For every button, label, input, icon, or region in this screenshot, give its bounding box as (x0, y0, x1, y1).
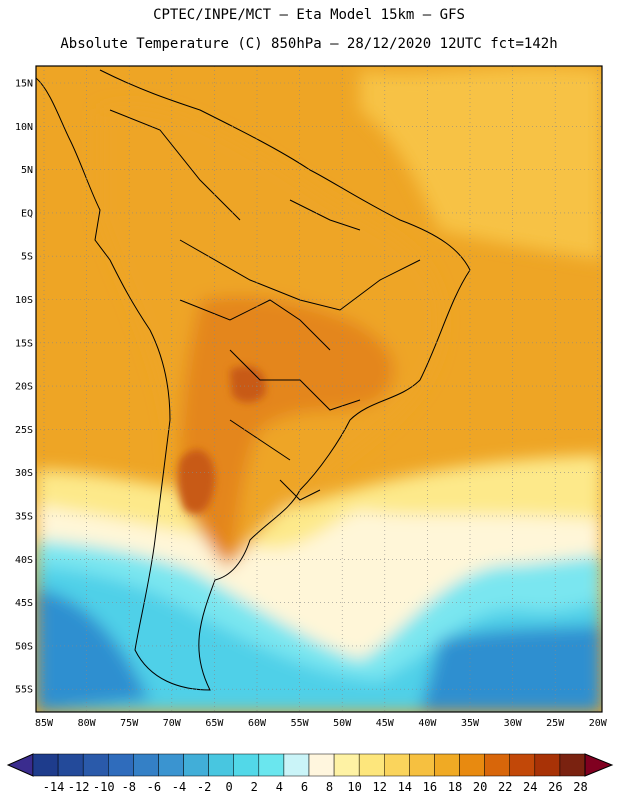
colorbar-label: 8 (325, 780, 334, 794)
lat-label: 50S (15, 641, 33, 652)
lon-label: 55W (291, 718, 310, 729)
lon-label: 25W (546, 718, 565, 729)
colorbar-swatch (183, 753, 209, 777)
lon-label: 65W (205, 718, 224, 729)
colorbar-label: -14 (42, 780, 65, 794)
lat-label: 55S (15, 685, 33, 696)
colorbar-label: 0 (225, 780, 233, 794)
colorbar-label: 26 (548, 780, 563, 794)
colorbar-label: 18 (447, 780, 463, 794)
lat-label: 35S (15, 512, 33, 523)
colorbar-label: -12 (67, 780, 90, 794)
colorbar-swatch (358, 753, 385, 777)
map-frame (35, 65, 603, 713)
colorbar-label: 22 (497, 780, 513, 794)
colorbar-swatch (208, 753, 234, 777)
colorbar-right-arrow (584, 753, 614, 777)
title-line-2: Absolute Temperature (C) 850hPa – 28/12/… (60, 36, 558, 52)
colorbar-label: 10 (347, 780, 362, 794)
colorbar-swatch (459, 753, 485, 777)
color-scale-bar (6, 753, 614, 777)
lon-label: 75W (120, 718, 139, 729)
lon-label: 70W (163, 718, 182, 729)
colorbar-swatch (108, 753, 134, 777)
colorbar-swatch (333, 753, 360, 777)
lat-label: 30S (15, 468, 33, 479)
lon-label: 85W (35, 718, 54, 729)
colorbar-label: 2 (250, 780, 258, 794)
colorbar-label: 14 (397, 780, 413, 794)
colorbar-left-arrow (6, 753, 34, 777)
lon-label: 30W (504, 718, 523, 729)
lon-label: 60W (248, 718, 267, 729)
lat-label: EQ (21, 208, 33, 219)
colorbar-label: 4 (275, 780, 283, 794)
colorbar-swatch (308, 753, 335, 777)
colorbar-swatch (32, 753, 59, 777)
colorbar-swatch (283, 753, 310, 777)
lon-label: 20W (589, 718, 608, 729)
lat-label: 15S (15, 338, 33, 349)
lat-label: 15N (15, 79, 33, 90)
lat-label: 45S (15, 598, 33, 609)
colorbar-swatch (509, 753, 536, 777)
colorbar-label: -8 (121, 780, 137, 794)
temperature-field (36, 66, 602, 712)
colorbar-label: 20 (472, 780, 488, 794)
lat-label: 25S (15, 425, 33, 436)
lon-label: 40W (418, 718, 437, 729)
colorbar-swatch (434, 753, 460, 777)
colorbar-label: -10 (92, 780, 115, 794)
colorbar-label: 24 (523, 780, 538, 794)
colorbar-swatch (484, 753, 510, 777)
colorbar-swatch (158, 753, 184, 777)
lon-label: 45W (376, 718, 395, 729)
colorbar-label: 6 (300, 780, 309, 794)
colorbar-swatch (57, 753, 84, 777)
colorbar-swatch (133, 753, 159, 777)
colorbar-label: 28 (573, 780, 588, 794)
colorbar-swatch (258, 753, 285, 777)
colorbar-label: -2 (196, 780, 212, 794)
colorbar-swatch (559, 753, 586, 777)
colorbar-swatch (233, 753, 260, 777)
colorbar-label: 12 (372, 780, 387, 794)
colorbar-swatch (384, 753, 410, 777)
coastline (36, 69, 471, 691)
lon-label: 80W (78, 718, 97, 729)
lon-label: 35W (461, 718, 480, 729)
colorbar-swatch (82, 753, 109, 777)
colorbar-label: -4 (171, 780, 187, 794)
colorbar-swatch (409, 753, 435, 777)
colorbar-label: 16 (422, 780, 438, 794)
colorbar-label: -6 (146, 780, 162, 794)
colorbar-swatch (534, 753, 561, 777)
lat-label: 5S (21, 252, 33, 263)
lat-label: 10N (15, 122, 33, 133)
lat-label: 40S (15, 555, 33, 566)
lat-label: 5N (21, 165, 33, 176)
lat-label: 20S (15, 382, 33, 393)
lon-label: 50W (333, 718, 352, 729)
title-line-1: CPTEC/INPE/MCT – Eta Model 15km – GFS (153, 7, 465, 23)
lat-label: 10S (15, 295, 33, 306)
